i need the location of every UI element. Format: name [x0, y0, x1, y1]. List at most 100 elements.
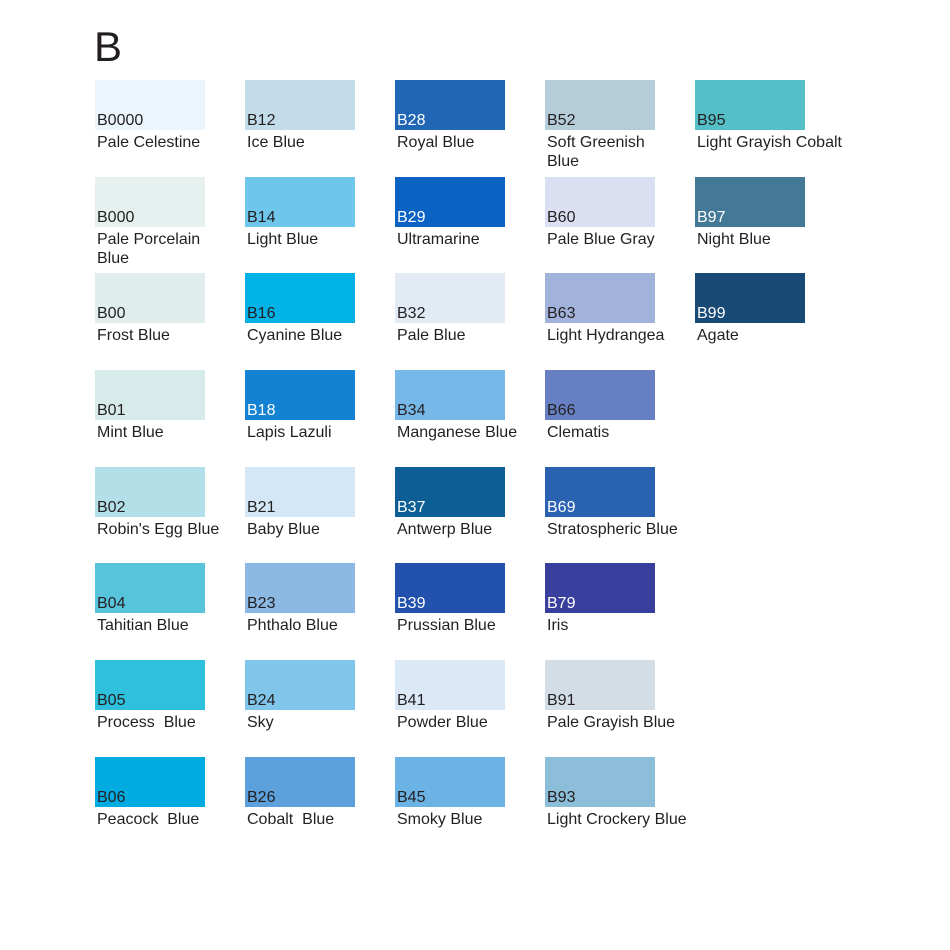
- swatch-code-label: B18: [247, 402, 276, 420]
- swatch-code-label: B26: [247, 788, 276, 806]
- swatch-code-label: B00: [97, 305, 126, 323]
- swatch-cell-B69: B69 Stratospheric Blue: [545, 466, 695, 564]
- swatch-code-label: B52: [547, 112, 576, 129]
- swatch-name-label: Antwerp Blue: [397, 520, 493, 538]
- swatch-code-label: B000: [97, 208, 135, 226]
- swatch-cell-B91: B91 Pale Grayish Blue: [545, 660, 695, 757]
- swatch-name-label: Sky: [247, 714, 274, 732]
- swatch-name-label: Ultramarine: [397, 230, 480, 248]
- color-swatch: B79: [545, 563, 655, 614]
- swatch-cell-B0000: B0000 Pale Celestine: [95, 80, 245, 177]
- swatch-name-label: Light Hydrangea: [547, 327, 665, 345]
- swatch-cell-B41: B41 Powder Blue: [395, 660, 545, 757]
- swatch-cell-B06: B06 Peacock Blue: [95, 756, 245, 854]
- swatch-name-label: Stratospheric Blue: [547, 520, 678, 538]
- swatch-code-label: B69: [547, 498, 576, 516]
- swatch-name-label: Pale Porcelain Blue: [97, 230, 201, 267]
- swatch-code-label: B06: [97, 788, 126, 806]
- swatch-cell-B02: B02 Robin's Egg Blue: [95, 466, 245, 564]
- color-swatch: B37: [395, 466, 505, 517]
- swatch-name-label: Lapis Lazuli: [247, 424, 332, 442]
- color-swatch: B06: [95, 756, 205, 807]
- color-swatch: B95: [695, 80, 805, 130]
- swatch-code-label: B16: [247, 305, 276, 323]
- swatch-code-label: B45: [397, 788, 426, 806]
- swatch-name-label: Cobalt Blue: [247, 810, 335, 828]
- swatch-cell-B000: B000 Pale Porcelain Blue: [95, 176, 245, 274]
- swatch-code-label: B79: [547, 595, 576, 613]
- swatch-name-label: Pale Blue Gray: [547, 230, 655, 248]
- color-swatch: B66: [545, 370, 655, 421]
- swatch-name-label: Phthalo Blue: [247, 617, 338, 635]
- swatch-name-label: Clematis: [547, 424, 610, 442]
- color-swatch: B26: [245, 756, 355, 807]
- swatch-cell-B63: B63 Light Hydrangea: [545, 273, 695, 370]
- swatch-cell-B79: B79 Iris: [545, 563, 695, 660]
- color-swatch: B97: [695, 176, 805, 227]
- swatch-cell-B93: B93 Light Crockery Blue: [545, 756, 695, 854]
- swatch-cell-B04: B04 Tahitian Blue: [95, 563, 245, 660]
- color-swatch: B04: [95, 563, 205, 614]
- swatch-code-label: B41: [397, 692, 426, 710]
- color-swatch: B21: [245, 466, 355, 517]
- swatch-code-label: B0000: [97, 112, 144, 129]
- swatch-name-label: Tahitian Blue: [97, 617, 189, 635]
- swatch-name-label: Night Blue: [697, 230, 771, 248]
- swatch-cell-B23: B23 Phthalo Blue: [245, 563, 395, 660]
- swatch-name-label: Robin's Egg Blue: [97, 520, 220, 538]
- swatch-name-label: Baby Blue: [247, 520, 320, 538]
- swatch-cell-B45: B45 Smoky Blue: [395, 756, 545, 854]
- color-swatch: B41: [395, 660, 505, 711]
- swatch-name-label: Soft Greenish Blue: [547, 134, 645, 170]
- swatch-name-label: Pale Blue: [397, 327, 466, 345]
- swatch-name-label: Light Blue: [247, 230, 319, 248]
- swatch-cell-B28: B28 Royal Blue: [395, 80, 545, 177]
- swatch-name-label: Manganese Blue: [397, 424, 518, 442]
- color-swatch: B99: [695, 273, 805, 324]
- swatch-name-label: Ice Blue: [247, 134, 305, 151]
- color-swatch: B0000: [95, 80, 205, 130]
- swatch-name-label: Pale Grayish Blue: [547, 714, 676, 732]
- swatch-code-label: B60: [547, 208, 576, 226]
- swatch-cell-B01: B01 Mint Blue: [95, 370, 245, 467]
- color-swatch: B69: [545, 466, 655, 517]
- swatch-cell-B97: B97 Night Blue: [695, 176, 845, 274]
- swatch-name-label: Light Grayish Cobalt: [697, 134, 842, 151]
- swatch-code-label: B32: [397, 305, 426, 323]
- swatch-name-label: Smoky Blue: [397, 810, 483, 828]
- color-swatch: B24: [245, 660, 355, 711]
- swatch-name-label: Prussian Blue: [397, 617, 496, 635]
- swatch-code-label: B34: [397, 402, 426, 420]
- swatch-code-label: B21: [247, 498, 276, 516]
- swatch-code-label: B99: [697, 305, 726, 323]
- swatch-name-label: Iris: [547, 617, 569, 635]
- swatch-code-label: B04: [97, 595, 126, 613]
- swatch-name-label: Process Blue: [97, 714, 196, 732]
- swatch-code-label: B95: [697, 112, 726, 129]
- color-swatch: B23: [245, 563, 355, 614]
- color-swatch: B28: [395, 80, 505, 130]
- swatch-cell-B18: B18 Lapis Lazuli: [245, 370, 395, 467]
- swatch-name-label: Mint Blue: [97, 424, 164, 442]
- swatch-cell-B14: B14 Light Blue: [245, 176, 395, 274]
- swatch-code-label: B63: [547, 305, 576, 323]
- swatch-code-label: B97: [697, 208, 726, 226]
- swatch-name-label: Royal Blue: [397, 134, 475, 151]
- color-swatch: B01: [95, 370, 205, 421]
- swatch-name-label: Pale Celestine: [97, 134, 201, 151]
- swatch-cell-B60: B60 Pale Blue Gray: [545, 176, 695, 274]
- swatch-cell-B16: B16 Cyanine Blue: [245, 273, 395, 370]
- color-swatch: B18: [245, 370, 355, 421]
- swatch-name-label: Light Crockery Blue: [547, 810, 687, 828]
- color-swatch: B16: [245, 273, 355, 324]
- swatch-cell-B34: B34 Manganese Blue: [395, 370, 545, 467]
- swatch-code-label: B23: [247, 595, 276, 613]
- swatch-name-label: Powder Blue: [397, 714, 488, 732]
- swatch-cell-B66: B66 Clematis: [545, 370, 695, 467]
- swatch-name-label: Frost Blue: [97, 327, 170, 345]
- swatch-cell-B32: B32 Pale Blue: [395, 273, 545, 370]
- color-swatch: B000: [95, 176, 205, 227]
- swatch-code-label: B28: [397, 112, 426, 129]
- color-swatch: B14: [245, 176, 355, 227]
- swatch-cell-B95: B95 Light Grayish Cobalt: [695, 80, 845, 177]
